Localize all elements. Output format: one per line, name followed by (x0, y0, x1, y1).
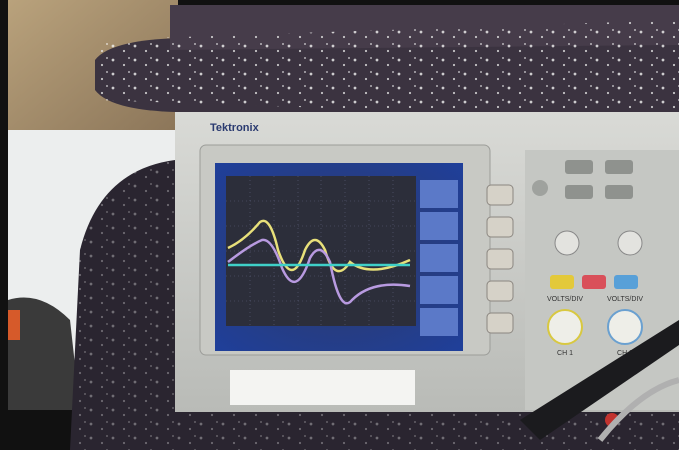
menu-panel (420, 180, 458, 336)
position-knob[interactable] (618, 231, 642, 255)
knob-small[interactable] (532, 180, 548, 196)
photo: Tektronix VOLTS/DIV VOLTS/DIV CH 1 CH 2 (0, 0, 679, 450)
channel-label: CH 1 (557, 350, 573, 357)
volts-knob[interactable] (548, 310, 582, 344)
tape-edge (8, 310, 20, 340)
property-label (230, 370, 415, 405)
ch1-menu[interactable] (550, 275, 574, 289)
math-menu[interactable] (582, 275, 606, 289)
volts-knob[interactable] (608, 310, 642, 344)
position-knob[interactable] (555, 231, 579, 255)
brand: Tektronix (210, 122, 260, 134)
ch2-menu[interactable] (614, 275, 638, 289)
knob-label: VOLTS/DIV (607, 296, 643, 303)
knob-label: VOLTS/DIV (547, 296, 583, 303)
